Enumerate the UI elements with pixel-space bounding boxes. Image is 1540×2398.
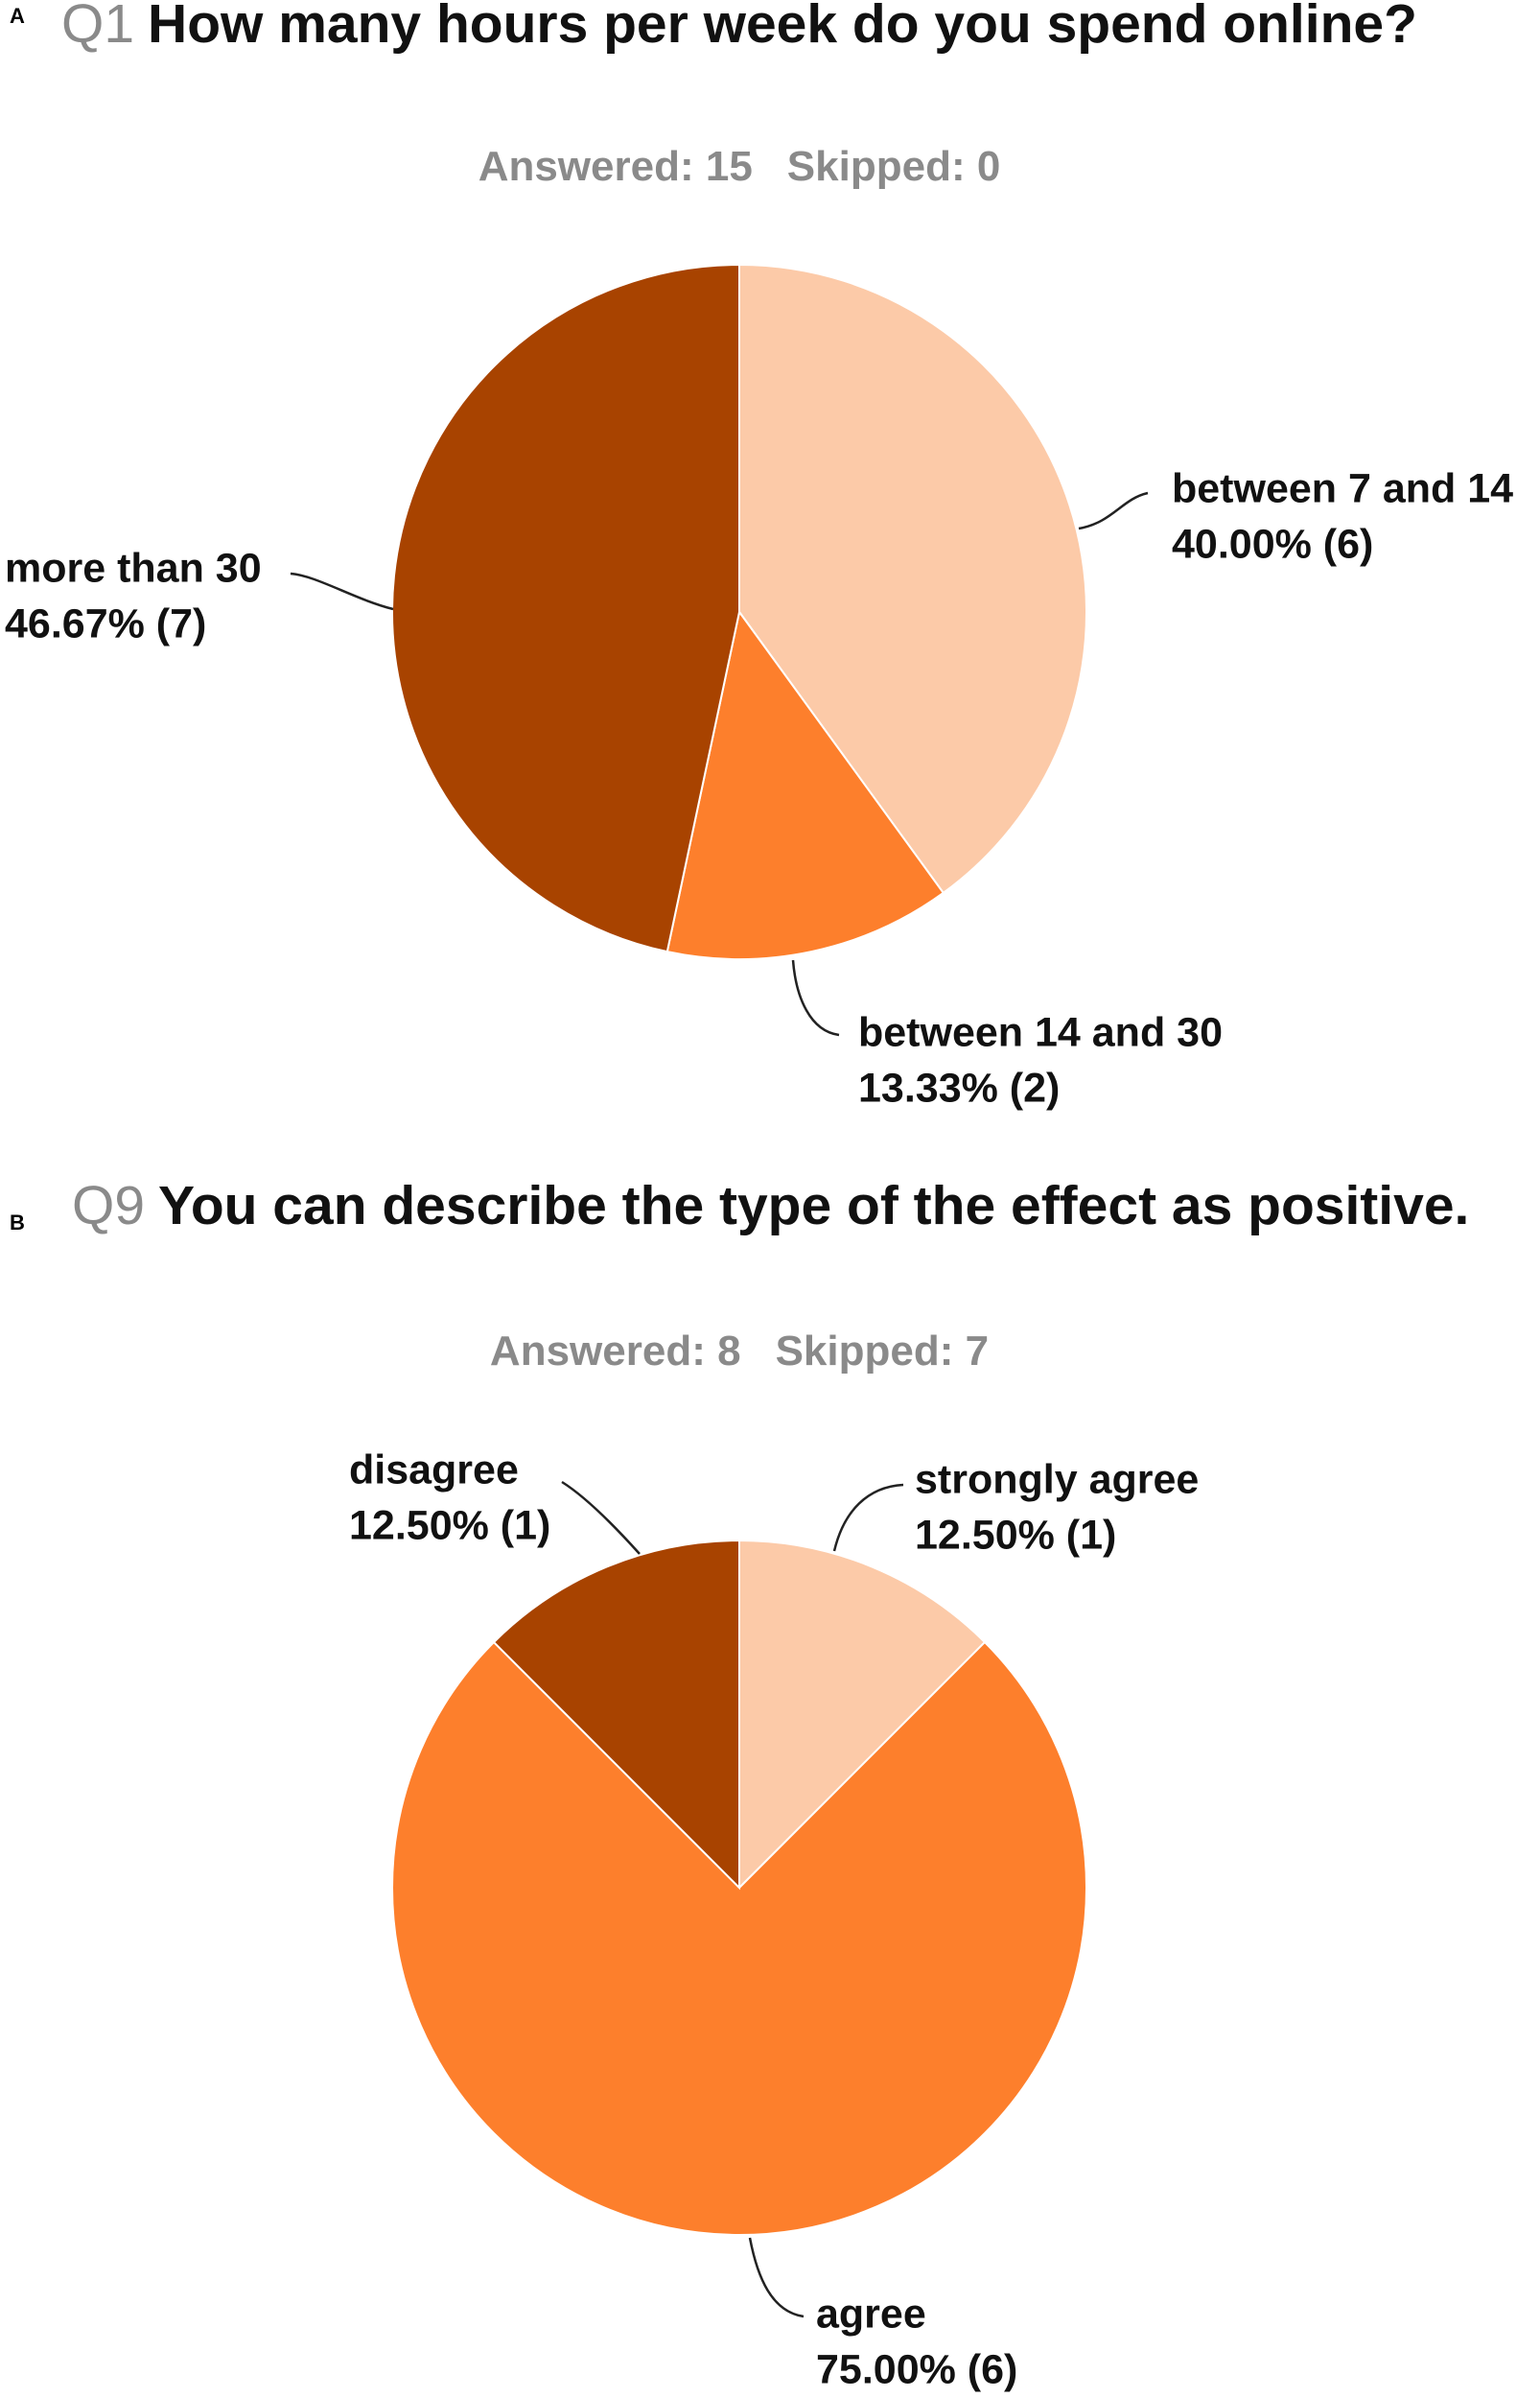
slice-value-label: 13.33% (2) (858, 1065, 1060, 1111)
question-title: Q9 You can describe the type of the effec… (72, 1175, 1469, 1236)
skipped: Skipped: 0 (787, 143, 1001, 190)
slice-label: agree (816, 2291, 926, 2337)
slice-value-label: 12.50% (1) (915, 1512, 1116, 1558)
pie-slice (492, 1539, 740, 1891)
response-summary: Answered: 8 Skipped: 7 (490, 1328, 989, 1375)
leader-line (290, 572, 394, 611)
panel-label: A (10, 4, 25, 28)
question-number: Q9 (72, 1175, 145, 1236)
slice-value-label: 75.00% (6) (816, 2346, 1017, 2392)
pie-slice (391, 263, 740, 953)
answered: Answered: 8 (490, 1328, 741, 1375)
panel-label: B (10, 1211, 25, 1234)
question-number: Q1 (61, 0, 134, 55)
survey-panel: A Q1 How many hours per week do you spend … (5, 0, 1513, 1111)
leader-line (791, 959, 840, 1037)
pie-slice (390, 1640, 1087, 2237)
question-title: Q1 How many hours per week do you spend o… (61, 0, 1417, 55)
slice-value-label: 40.00% (6) (1172, 521, 1373, 567)
question-text: You can describe the type of the effect … (158, 1175, 1469, 1236)
slice-label: between 14 and 30 (858, 1009, 1223, 1055)
response-summary: Answered: 15 Skipped: 0 (478, 143, 1001, 190)
answered: Answered: 15 (478, 143, 753, 190)
skipped: Skipped: 7 (776, 1328, 990, 1375)
pie-slice (665, 609, 945, 960)
slice-value-label: 46.67% (7) (5, 600, 206, 647)
slice-label: strongly agree (915, 1456, 1199, 1502)
leader-line (832, 1483, 904, 1552)
leader-line (1078, 491, 1149, 530)
slice-label: disagree (349, 1446, 519, 1493)
pie-slice (738, 263, 1087, 895)
leader-line (748, 2237, 805, 2318)
slice-label: more than 30 (5, 545, 262, 591)
survey-panel: B Q9 You can describe the type of the effe… (10, 1175, 1469, 2392)
question-text: How many hours per week do you spend onl… (148, 0, 1417, 55)
pie-slice (738, 1539, 987, 1891)
slice-value-label: 12.50% (1) (349, 1502, 550, 1548)
slice-label: between 7 and 14 (1172, 465, 1513, 511)
leader-line (561, 1480, 641, 1555)
